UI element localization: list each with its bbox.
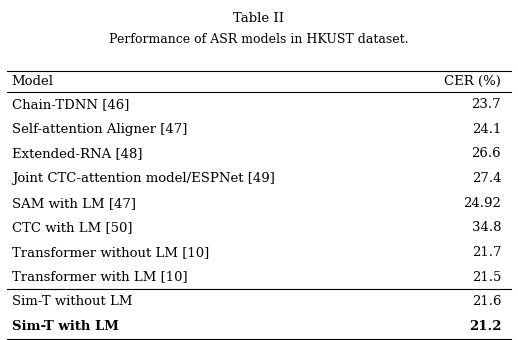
Text: CER (%): CER (%) [444, 75, 501, 88]
Text: 24.92: 24.92 [463, 197, 501, 210]
Text: 24.1: 24.1 [472, 123, 501, 136]
Text: 26.6: 26.6 [471, 148, 501, 160]
Text: 34.8: 34.8 [472, 221, 501, 234]
Text: 21.6: 21.6 [472, 295, 501, 308]
Text: Transformer with LM [10]: Transformer with LM [10] [12, 271, 188, 284]
Text: Sim-T with LM: Sim-T with LM [12, 320, 119, 333]
Text: Transformer without LM [10]: Transformer without LM [10] [12, 246, 209, 259]
Text: Model: Model [12, 75, 54, 88]
Text: CTC with LM [50]: CTC with LM [50] [12, 221, 132, 234]
Text: Chain-TDNN [46]: Chain-TDNN [46] [12, 98, 129, 111]
Text: Sim-T without LM: Sim-T without LM [12, 295, 132, 308]
Text: Joint CTC-attention model/ESPNet [49]: Joint CTC-attention model/ESPNet [49] [12, 172, 275, 185]
Text: Self-attention Aligner [47]: Self-attention Aligner [47] [12, 123, 187, 136]
Text: 21.5: 21.5 [472, 271, 501, 284]
Text: Table II: Table II [234, 12, 284, 24]
Text: Extended-RNA [48]: Extended-RNA [48] [12, 148, 142, 160]
Text: SAM with LM [47]: SAM with LM [47] [12, 197, 136, 210]
Text: 21.7: 21.7 [472, 246, 501, 259]
Text: 21.2: 21.2 [469, 320, 501, 333]
Text: 27.4: 27.4 [472, 172, 501, 185]
Text: Performance of ASR models in HKUST dataset.: Performance of ASR models in HKUST datas… [109, 33, 409, 47]
Text: 23.7: 23.7 [471, 98, 501, 111]
